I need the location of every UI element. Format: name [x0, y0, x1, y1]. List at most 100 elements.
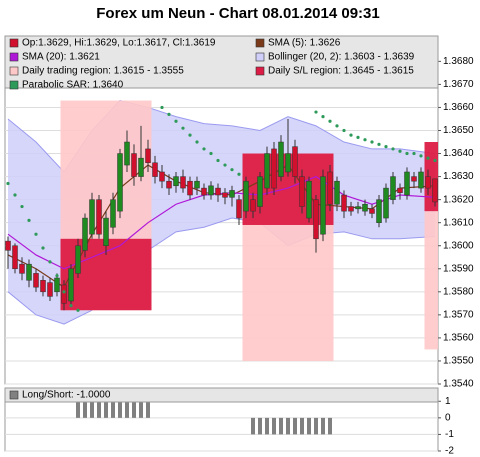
- y-tick-label: 1.3650: [443, 125, 474, 136]
- position-bar: [97, 401, 101, 418]
- legend-swatch: [255, 38, 265, 48]
- candle-body: [110, 199, 116, 228]
- candle-body: [341, 194, 347, 212]
- candle-body: [19, 263, 25, 274]
- position-bar: [293, 417, 297, 435]
- sar-dot: [181, 126, 185, 130]
- sar-dot: [384, 145, 388, 149]
- position-bar: [286, 417, 290, 435]
- candle-body: [334, 180, 340, 205]
- candle-body: [243, 180, 249, 212]
- sar-dot: [363, 138, 367, 142]
- candle-body: [432, 178, 438, 203]
- position-bar: [328, 417, 332, 435]
- candle-body: [40, 280, 46, 293]
- candle-body: [68, 268, 74, 302]
- candle-body: [180, 176, 186, 189]
- candle-body: [61, 284, 67, 304]
- candle-body: [194, 180, 200, 189]
- panel-legend-box: [4, 387, 439, 403]
- sar-dot: [412, 151, 416, 156]
- sar-dot: [216, 158, 220, 163]
- sar-dot: [377, 142, 381, 146]
- legend-swatch: [9, 38, 19, 48]
- y-tick-label: 1.3560: [443, 333, 474, 344]
- sar-dot: [76, 308, 80, 312]
- candle-body: [208, 185, 214, 196]
- candle-body: [152, 162, 158, 177]
- position-bar: [146, 401, 150, 418]
- sar-dot: [41, 246, 45, 250]
- candle-body: [82, 217, 88, 251]
- legend-label: SMA (20): 1.3621: [22, 52, 100, 63]
- position-bar: [104, 401, 108, 418]
- sar-dot: [20, 204, 24, 209]
- candle-body: [327, 171, 333, 205]
- candle-body: [173, 176, 179, 187]
- y-tick-label: -1: [445, 429, 454, 440]
- candle-body: [369, 208, 375, 214]
- candle-body: [257, 176, 263, 207]
- sar-dot: [349, 133, 353, 137]
- candle-body: [124, 141, 130, 166]
- y-tick-label: 1.3610: [443, 217, 474, 228]
- candle-body: [229, 190, 235, 198]
- sar-dot: [237, 172, 241, 176]
- sar-dot: [209, 151, 213, 156]
- sar-dot: [202, 147, 206, 151]
- sar-dot: [69, 304, 73, 308]
- candle-body: [285, 153, 291, 173]
- position-bar: [258, 417, 262, 435]
- candle-body: [348, 206, 354, 212]
- position-bar: [139, 401, 143, 418]
- legend-swatch: [255, 52, 265, 62]
- position-bar: [251, 417, 255, 435]
- position-bar: [265, 417, 269, 435]
- legend-label: Bollinger (20, 2): 1.3603 - 1.3639: [268, 52, 415, 63]
- position-bar: [76, 401, 80, 418]
- candle-body: [236, 199, 242, 219]
- legend-swatch: [9, 66, 19, 76]
- candle-body: [96, 199, 102, 235]
- candle-body: [145, 148, 151, 164]
- sar-dot: [188, 133, 192, 137]
- candle-body: [33, 273, 39, 288]
- candle-body: [131, 153, 137, 177]
- sar-dot: [13, 193, 17, 197]
- candle-body: [12, 245, 18, 270]
- legend-box: [4, 35, 439, 89]
- position-bar: [321, 417, 325, 435]
- candle-body: [278, 141, 284, 177]
- candle-body: [138, 157, 144, 177]
- sar-dot: [230, 168, 234, 172]
- candle-body: [411, 176, 417, 182]
- y-tick-label: 1.3680: [443, 56, 474, 67]
- position-bar: [125, 401, 129, 418]
- sar-dot: [419, 154, 423, 158]
- candle-body: [187, 180, 193, 196]
- candle-body: [103, 217, 109, 246]
- candle-body: [26, 263, 32, 281]
- sar-dot: [356, 135, 360, 140]
- y-tick-label: 1.3600: [443, 240, 474, 251]
- sar-dot: [48, 260, 52, 264]
- position-bar: [272, 417, 276, 435]
- legend-label: Long/Short: -1.0000: [22, 390, 111, 401]
- y-tick-label: 1: [445, 396, 451, 407]
- y-tick-label: 1.3550: [443, 356, 474, 367]
- sar-dot: [433, 158, 437, 163]
- candle-body: [215, 187, 221, 196]
- sar-dot: [167, 112, 171, 116]
- y-tick-label: 1.3540: [443, 379, 474, 390]
- candle-body: [376, 199, 382, 223]
- y-tick-label: 1.3640: [443, 148, 474, 159]
- legend-label: Op:1.3629, Hi:1.3629, Lo:1.3617, Cl:1.36…: [22, 38, 216, 49]
- sar-dot: [34, 232, 38, 236]
- candle-body: [264, 153, 270, 189]
- legend-label: Daily S/L region: 1.3645 - 1.3615: [268, 66, 414, 77]
- candle-body: [404, 171, 410, 196]
- candle-body: [159, 171, 165, 182]
- y-tick-label: 1.3570: [443, 310, 474, 321]
- sar-dot: [426, 156, 430, 160]
